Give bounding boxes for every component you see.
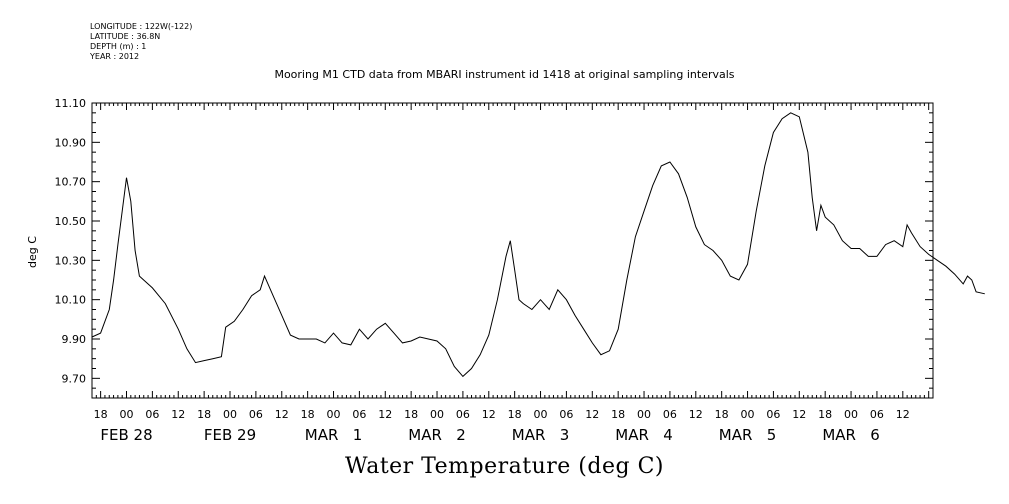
x-tick-label: 12	[275, 408, 289, 421]
x-tick-label: 00	[844, 408, 858, 421]
y-tick-label: 10.30	[55, 254, 87, 267]
x-tick-label: 12	[896, 408, 910, 421]
y-tick-label: 10.50	[55, 215, 87, 228]
y-tick-label: 10.90	[55, 136, 87, 149]
x-tick-label: 18	[301, 408, 315, 421]
date-label: FEB 28	[100, 426, 152, 444]
date-label: MAR 5	[719, 426, 776, 444]
longitude-label: LONGITUDE : 122W(-122)	[90, 22, 193, 31]
y-tick-label: 11.10	[55, 97, 87, 110]
x-tick-label: 12	[689, 408, 703, 421]
x-tick-label: 00	[223, 408, 237, 421]
depth-label: DEPTH (m) : 1	[90, 42, 147, 51]
date-label: MAR 2	[408, 426, 465, 444]
x-tick-label: 06	[249, 408, 263, 421]
x-tick-label: 06	[766, 408, 780, 421]
x-tick-label: 00	[534, 408, 548, 421]
x-tick-label: 18	[508, 408, 522, 421]
y-axis-label: deg C	[26, 236, 39, 268]
x-tick-label: 12	[171, 408, 185, 421]
x-tick-label: 06	[145, 408, 159, 421]
latitude-label: LATITUDE : 36.8N	[90, 32, 161, 41]
x-tick-label: 12	[482, 408, 496, 421]
x-tick-label: 06	[352, 408, 366, 421]
header-metadata: LONGITUDE : 122W(-122) LATITUDE : 36.8N …	[90, 22, 192, 62]
x-axis-label: Water Temperature (deg C)	[345, 454, 664, 479]
series-line	[91, 112, 985, 378]
x-tick-label: 06	[663, 408, 677, 421]
x-tick-label: 18	[404, 408, 418, 421]
chart-title: Mooring M1 CTD data from MBARI instrumen…	[274, 68, 735, 81]
axis-ticks	[91, 102, 934, 399]
x-tick-label: 06	[559, 408, 573, 421]
x-tick-labels: 18 00 06 12 18 00 06 12 18 00 06 12 18 00 06 12 18 00 06 12…	[94, 408, 910, 421]
date-label: MAR 4	[615, 426, 672, 444]
x-tick-label: 00	[741, 408, 755, 421]
y-tick-label: 9.70	[62, 372, 87, 385]
x-tick-label: 00	[120, 408, 134, 421]
year-label: YEAR : 2012	[90, 52, 140, 61]
x-tick-label: 18	[197, 408, 211, 421]
x-tick-label: 12	[378, 408, 392, 421]
x-tick-label: 18	[611, 408, 625, 421]
y-tick-label: 10.70	[55, 176, 87, 189]
y-tick-label: 9.90	[62, 333, 87, 346]
y-tick-label: 10.10	[55, 294, 87, 307]
date-label: MAR 1	[305, 426, 362, 444]
x-tick-label: 00	[637, 408, 651, 421]
x-tick-label: 18	[715, 408, 729, 421]
x-tick-label: 00	[327, 408, 341, 421]
date-label: MAR 6	[822, 426, 879, 444]
x-tick-label: 18	[818, 408, 832, 421]
x-tick-label: 06	[456, 408, 470, 421]
x-tick-label: 12	[792, 408, 806, 421]
x-tick-label: 12	[585, 408, 599, 421]
date-label: MAR 3	[512, 426, 569, 444]
date-labels: FEB 28 FEB 29 MAR 1 MAR 2 MAR 3 MAR 4 MAR 5 MAR…	[100, 426, 879, 444]
x-tick-label: 06	[870, 408, 884, 421]
x-tick-label: 00	[430, 408, 444, 421]
x-tick-label: 18	[94, 408, 108, 421]
y-tick-labels: 9.70 9.90 10.10 10.30 10.50 10.70 10.90 11.10	[55, 97, 87, 385]
date-label: FEB 29	[204, 426, 256, 444]
